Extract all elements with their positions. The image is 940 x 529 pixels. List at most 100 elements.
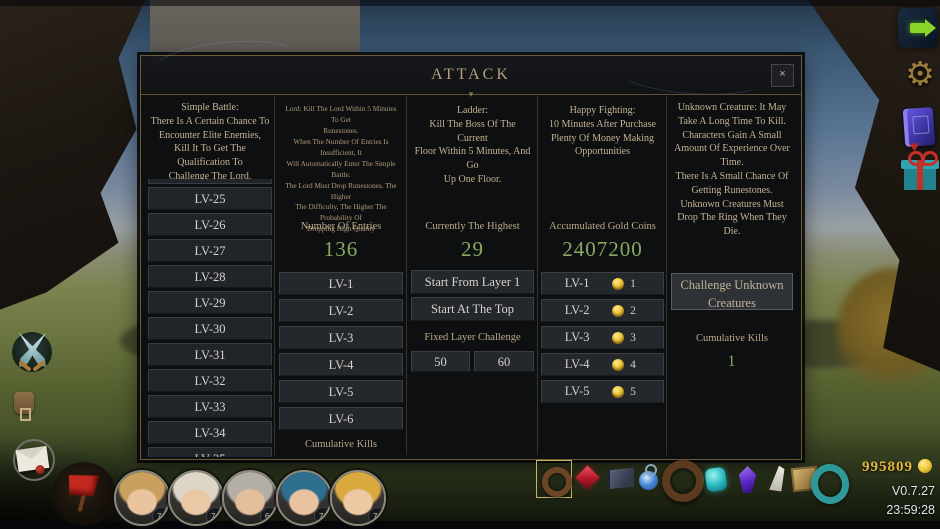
gold-coin-icon bbox=[918, 459, 932, 473]
flag-button[interactable] bbox=[52, 462, 116, 526]
happy-level-button[interactable]: LV-4 4 bbox=[541, 353, 664, 376]
list-item[interactable]: LV-33 bbox=[148, 395, 272, 418]
unknown-creature-column: Unknown Creature: It May Take A Long Tim… bbox=[668, 94, 796, 459]
lord-description: Lord: Kill The Lord Within 5 Minutes To … bbox=[285, 104, 397, 234]
wreath-ring-icon[interactable] bbox=[660, 458, 704, 502]
coin-icon bbox=[612, 277, 625, 290]
simple-battle-description: Simple Battle: There Is A Certain Chance… bbox=[150, 102, 270, 182]
challenge-unknown-button[interactable]: Challenge Unknown Creatures bbox=[671, 273, 793, 310]
envelope bbox=[15, 445, 50, 475]
coin-icon bbox=[612, 331, 625, 344]
cumulative-kills-label: Cumulative Kills bbox=[695, 333, 769, 344]
coin-icon bbox=[612, 358, 625, 371]
happy-level-button[interactable]: LV-2 2 bbox=[541, 299, 664, 322]
level-badge: 74 bbox=[152, 507, 168, 524]
spellbook-icon[interactable] bbox=[902, 106, 936, 148]
level-label: LV-2 bbox=[564, 303, 590, 317]
simple-battle-level-list[interactable]: LV-25 LV-26 LV-27 LV-28 LV-29 LV-30 LV-3… bbox=[148, 179, 272, 457]
column-divider bbox=[537, 96, 538, 455]
battle-swords-icon[interactable] bbox=[8, 326, 56, 378]
forward-arrow-button[interactable] bbox=[898, 8, 938, 48]
fixed-layer-50-button[interactable]: 50 bbox=[411, 351, 470, 372]
top-bar bbox=[0, 0, 940, 6]
level-badge: 66 bbox=[260, 507, 276, 524]
happy-fighting-column: Happy Fighting: 10 Minutes After Purchas… bbox=[539, 94, 666, 459]
list-item[interactable]: LV-30 bbox=[148, 317, 272, 340]
cost-value: 3 bbox=[630, 331, 636, 344]
gift-box-icon[interactable] bbox=[901, 150, 939, 192]
close-icon[interactable]: × bbox=[771, 64, 794, 87]
party-avatar-4[interactable]: 74 bbox=[276, 470, 332, 526]
fixed-layer-60-button[interactable]: 60 bbox=[474, 351, 534, 372]
list-item[interactable]: LV-34 bbox=[148, 421, 272, 444]
purple-crystal-icon[interactable] bbox=[731, 462, 763, 496]
level-badge: 74 bbox=[368, 507, 384, 524]
game-clock: 23:59:28 bbox=[886, 503, 935, 517]
highest-value: 29 bbox=[461, 237, 484, 261]
cost-value: 1 bbox=[630, 277, 636, 290]
level-label: LV-4 bbox=[564, 357, 590, 371]
happy-level-button[interactable]: LV-1 1 bbox=[541, 272, 664, 295]
gift-ribbon bbox=[917, 160, 923, 190]
lord-level-button[interactable]: LV-6 bbox=[279, 407, 403, 430]
ladder-description: Ladder: Kill The Boss Of The Current Flo… bbox=[414, 105, 531, 185]
title-divider: ▾ bbox=[141, 90, 801, 99]
bag-buckle bbox=[20, 408, 31, 421]
red-gem-icon[interactable] bbox=[572, 462, 604, 496]
happy-level-button[interactable]: LV-5 5 bbox=[541, 380, 664, 403]
level-label: LV-3 bbox=[564, 330, 590, 344]
brown-ring-icon[interactable] bbox=[536, 460, 572, 498]
column-divider bbox=[666, 96, 667, 455]
settings-gear-icon[interactable]: ⚙ bbox=[905, 54, 935, 93]
bottom-bar bbox=[0, 521, 940, 529]
letter-ring bbox=[13, 439, 55, 481]
attack-dialog: ATTACK × ▾ Simple Battle: There Is A Cer… bbox=[140, 34, 802, 460]
lord-level-button[interactable]: LV-5 bbox=[279, 380, 403, 403]
tome-icon[interactable] bbox=[603, 462, 635, 496]
party-avatar-1[interactable]: 74 bbox=[114, 470, 170, 526]
list-item[interactable]: LV-25 bbox=[148, 187, 272, 210]
gold-coins-value: 2407200 bbox=[562, 237, 643, 261]
coin-icon bbox=[612, 304, 625, 317]
start-from-layer-button[interactable]: Start From Layer 1 bbox=[411, 270, 534, 294]
cyan-gem-icon[interactable] bbox=[700, 462, 732, 496]
lord-level-button[interactable]: LV-1 bbox=[279, 272, 403, 295]
green-arrow-icon bbox=[910, 19, 936, 37]
cumulative-kills-label: Cumulative Kills bbox=[304, 439, 378, 450]
level-label: LV-5 bbox=[564, 384, 590, 398]
list-item[interactable]: LV-35 bbox=[148, 447, 272, 457]
entries-label: Number Of Entries bbox=[300, 221, 382, 232]
party-avatar-2[interactable]: 74 bbox=[168, 470, 224, 526]
party-avatar-5[interactable]: 74 bbox=[330, 470, 386, 526]
party-avatar-3[interactable]: 66 bbox=[222, 470, 278, 526]
column-divider bbox=[406, 96, 407, 455]
cost-value: 2 bbox=[630, 304, 636, 317]
start-at-top-button[interactable]: Start At The Top bbox=[411, 297, 534, 321]
list-item[interactable]: LV-26 bbox=[148, 213, 272, 236]
list-item[interactable]: LV-32 bbox=[148, 369, 272, 392]
list-item[interactable]: LV-31 bbox=[148, 343, 272, 366]
list-item[interactable] bbox=[148, 179, 272, 184]
list-item[interactable]: LV-28 bbox=[148, 265, 272, 288]
column-divider bbox=[274, 96, 275, 455]
level-label: LV-1 bbox=[564, 276, 590, 290]
version-label: V0.7.27 bbox=[891, 484, 935, 498]
lord-level-button[interactable]: LV-3 bbox=[279, 326, 403, 349]
entries-value: 136 bbox=[323, 237, 359, 261]
cost-value: 5 bbox=[630, 385, 636, 398]
inventory-bag-icon[interactable] bbox=[10, 386, 52, 432]
unknown-creature-description: Unknown Creature: It May Take A Long Tim… bbox=[674, 102, 790, 238]
happy-level-button[interactable]: LV-3 3 bbox=[541, 326, 664, 349]
level-badge: 74 bbox=[314, 507, 330, 524]
coin-icon bbox=[612, 385, 625, 398]
mail-letter-icon[interactable] bbox=[12, 438, 55, 482]
gold-amount: 995809 bbox=[862, 459, 913, 475]
list-item[interactable]: LV-27 bbox=[148, 239, 272, 262]
divider-marker: ▾ bbox=[468, 89, 474, 99]
lord-level-button[interactable]: LV-4 bbox=[279, 353, 403, 376]
list-item[interactable]: LV-29 bbox=[148, 291, 272, 314]
lord-level-button[interactable]: LV-2 bbox=[279, 299, 403, 322]
blue-amulet-icon[interactable] bbox=[633, 462, 665, 496]
cumulative-kills-value: 34 bbox=[277, 456, 405, 459]
